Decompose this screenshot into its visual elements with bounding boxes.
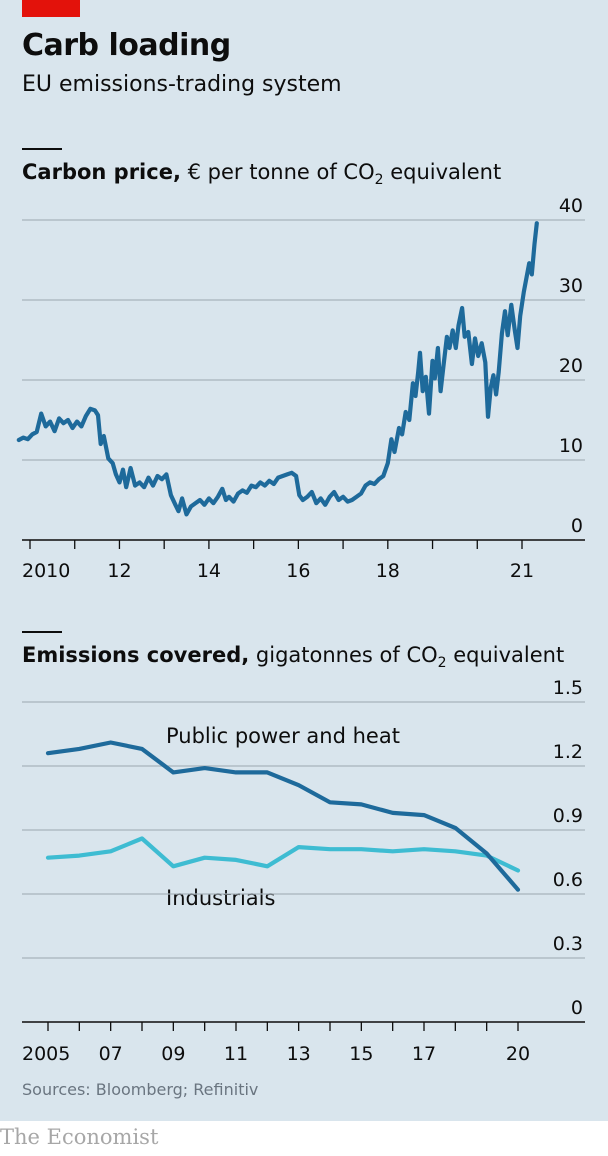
chart-panel bbox=[0, 0, 608, 1121]
emissions-covered-heading: Emissions covered, gigatonnes of CO2 equ… bbox=[22, 643, 564, 671]
emissions-covered-heading-bold: Emissions covered, bbox=[22, 643, 250, 667]
brand-red-tag bbox=[22, 0, 80, 17]
carbon-price-heading-unit: € per tonne of CO bbox=[187, 160, 375, 184]
carbon-price-heading-tail: equivalent bbox=[383, 160, 502, 184]
x-tick-label: 09 bbox=[161, 1043, 185, 1065]
y-tick-label: 20 bbox=[559, 355, 583, 377]
x-tick-label: 20 bbox=[506, 1043, 530, 1065]
series-label-industrials: Industrials bbox=[166, 886, 275, 910]
x-tick-label: 14 bbox=[197, 560, 221, 582]
carbon-price-heading-sub: 2 bbox=[374, 172, 384, 189]
economist-logo-text: The Economist bbox=[0, 1125, 159, 1149]
y-tick-label: 30 bbox=[559, 275, 583, 297]
x-tick-label: 17 bbox=[412, 1043, 436, 1065]
carbon-price-chart: 0 10 20 30 40 2010 12 14 16 18 21 bbox=[16, 195, 585, 582]
emissions-section-rule bbox=[22, 631, 62, 633]
x-tick-label: 2010 bbox=[22, 560, 70, 582]
y-tick-label: 1.2 bbox=[553, 741, 583, 763]
carbon-price-line bbox=[16, 221, 539, 517]
emissions-covered-chart: Public power and heat Industrials 0 0.3 0.… bbox=[22, 677, 585, 1065]
y-tick-label: 0 bbox=[571, 515, 583, 537]
x-tick-label: 21 bbox=[510, 560, 534, 582]
emissions-covered-heading-unit: gigatonnes of CO bbox=[255, 643, 438, 667]
x-tick-label: 2005 bbox=[22, 1043, 70, 1065]
y-tick-label: 1.5 bbox=[553, 677, 583, 699]
carbon-price-heading: Carbon price, € per tonne of CO2 equival… bbox=[22, 160, 501, 188]
series-label-public-power: Public power and heat bbox=[166, 724, 400, 748]
x-tick-label: 16 bbox=[286, 560, 310, 582]
carbon-section-rule bbox=[22, 148, 62, 150]
y-tick-label: 0.3 bbox=[553, 933, 583, 955]
x-tick-label: 07 bbox=[99, 1043, 123, 1065]
emissions-covered-heading-tail: equivalent bbox=[446, 643, 565, 667]
emissions-covered-heading-sub: 2 bbox=[437, 655, 447, 672]
x-tick-label: 15 bbox=[349, 1043, 373, 1065]
chart-title: Carb loading bbox=[22, 28, 231, 63]
y-tick-label: 40 bbox=[559, 195, 583, 217]
public-power-line bbox=[45, 740, 521, 892]
x-tick-label: 18 bbox=[376, 560, 400, 582]
chart-subtitle: EU emissions-trading system bbox=[22, 72, 342, 97]
x-tick-label: 12 bbox=[107, 560, 131, 582]
x-tick-label: 13 bbox=[287, 1043, 311, 1065]
y-tick-label: 0.6 bbox=[553, 869, 583, 891]
y-tick-label: 0.9 bbox=[553, 805, 583, 827]
y-tick-label: 0 bbox=[571, 997, 583, 1019]
source-note: Sources: Bloomberg; Refinitiv bbox=[22, 1080, 259, 1099]
carbon-price-heading-bold: Carbon price, bbox=[22, 160, 181, 184]
y-tick-label: 10 bbox=[559, 435, 583, 457]
industrials-line bbox=[45, 836, 521, 873]
x-tick-label: 11 bbox=[224, 1043, 248, 1065]
